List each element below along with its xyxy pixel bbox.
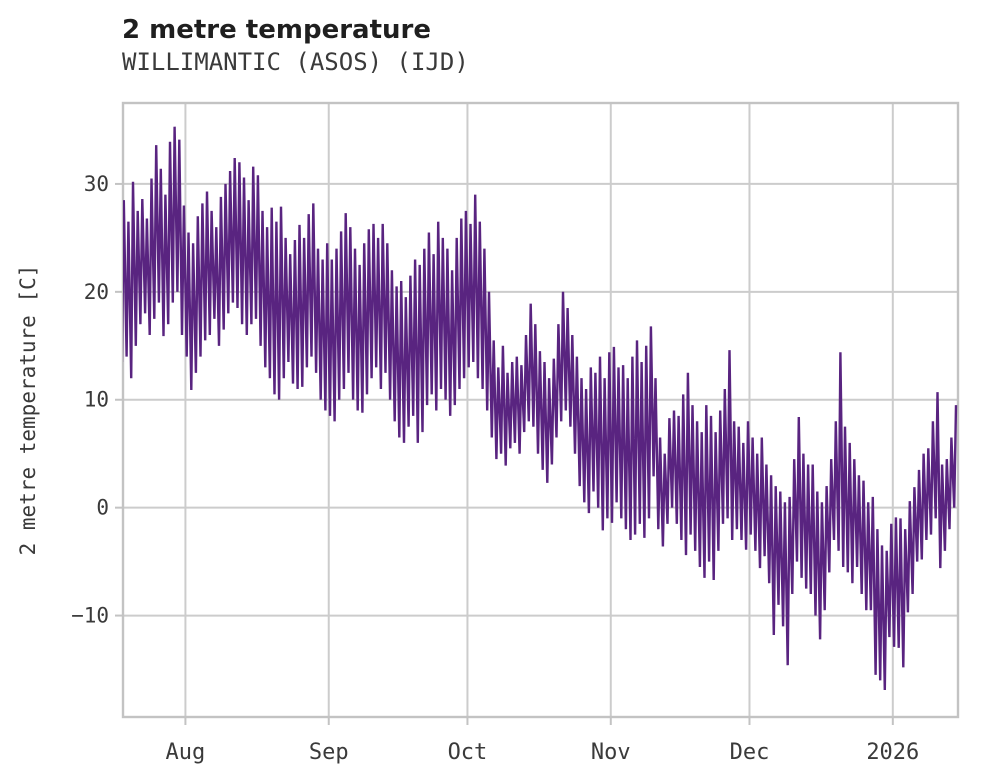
temperature-line — [123, 126, 958, 691]
y-tick-label: 20 — [84, 280, 109, 304]
y-tick-label: −10 — [71, 604, 109, 628]
y-tick-label: 30 — [84, 172, 109, 196]
y-tick-label: 0 — [96, 496, 109, 520]
chart-subtitle: WILLIMANTIC (ASOS) (IJD) — [122, 48, 469, 76]
chart-title: 2 metre temperature — [122, 15, 431, 45]
x-tick-label: Dec — [730, 740, 770, 765]
x-tick-label: Nov — [591, 740, 631, 765]
plot-border — [121, 101, 960, 719]
x-tick-label: Sep — [309, 740, 349, 765]
x-tick-label: Aug — [166, 740, 206, 765]
y-tick-label: 10 — [84, 388, 109, 412]
x-tick-label: Oct — [448, 740, 488, 765]
x-tick-label: 2026 — [866, 740, 919, 765]
